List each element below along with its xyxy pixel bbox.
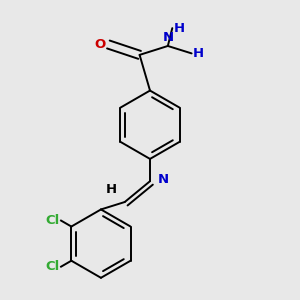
Text: Cl: Cl — [45, 214, 60, 227]
Text: N: N — [158, 173, 169, 186]
Text: N: N — [162, 32, 173, 44]
Text: H: H — [106, 183, 117, 196]
Text: H: H — [174, 22, 185, 34]
Text: Cl: Cl — [45, 260, 60, 273]
Text: O: O — [94, 38, 105, 51]
Text: H: H — [193, 47, 204, 60]
